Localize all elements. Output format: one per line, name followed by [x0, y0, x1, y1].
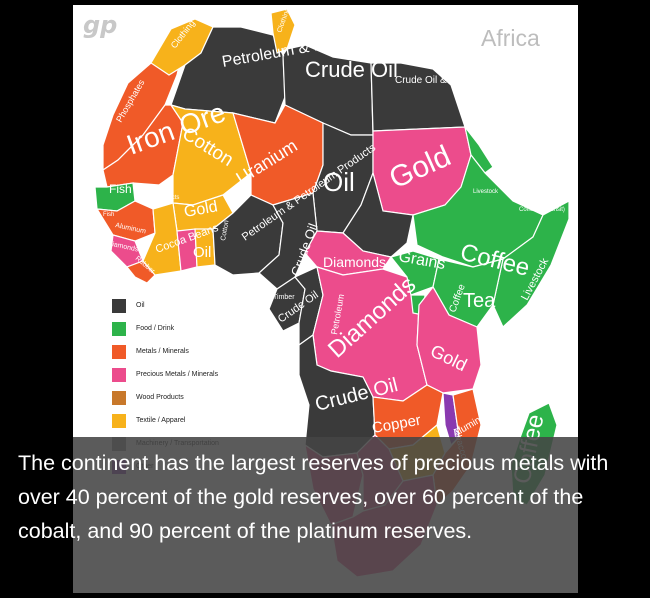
legend-label: Textile / Apparel [136, 417, 186, 424]
region-label-crude-oil-egypt: Crude Oil & Petroleum Products [395, 75, 537, 86]
region-ivory-coast [142, 202, 182, 276]
legend-label: Precious Metals / Minerals [136, 371, 219, 378]
legend-swatch [111, 320, 127, 337]
region-liberia [126, 260, 156, 284]
legend-label: Food / Drink [136, 325, 175, 332]
legend-item: Oil [111, 294, 219, 317]
region-eritrea [464, 126, 494, 174]
legend-label: Metals / Minerals [136, 348, 189, 355]
legend-label: Wood Products [136, 394, 184, 401]
legend-swatch [111, 366, 127, 383]
legend-swatch [111, 412, 127, 429]
region-somalia [492, 199, 570, 329]
legend-swatch [111, 343, 127, 360]
legend-item: Wood Products [111, 386, 219, 409]
legend-item: Textile / Apparel [111, 409, 219, 432]
africa-map-card: Clothing & TextilesClothing & TextilesPe… [73, 5, 578, 593]
legend-item: Food / Drink [111, 317, 219, 340]
region-label-diamonds-car: Diamonds [323, 254, 386, 270]
region-label-livestock: Livestock [473, 189, 499, 195]
region-label-oil-chad: Oil [323, 167, 355, 197]
region-label-peanut: Peanut Products [135, 195, 179, 201]
region-label-cotton-small: Cotton [220, 220, 230, 242]
region-label-coffee-small: Coffee (in transit) [519, 207, 565, 213]
region-label-fish2: Fish [103, 212, 114, 218]
legend-item: Precious Metals / Minerals [111, 363, 219, 386]
region-label-oil-w: Oil [193, 244, 211, 261]
legend-swatch [111, 389, 127, 406]
region-label-timber: Timber [273, 294, 295, 301]
caption-overlay [73, 437, 578, 593]
gp-logo: gp [83, 11, 118, 39]
africa-map: Clothing & TextilesClothing & TextilesPe… [94, 5, 570, 578]
map-title: Africa [481, 25, 540, 51]
legend-item: Metals / Minerals [111, 340, 219, 363]
region-tanzania [416, 285, 482, 394]
region-label-fish: Fish [109, 182, 132, 196]
region-label-gold-w: Gold [183, 198, 219, 221]
caption-text: The continent has the largest reserves o… [18, 451, 609, 543]
legend-label: Oil [136, 302, 145, 309]
region-label-crude-oil-libya: Crude Oil [305, 57, 398, 82]
legend-swatch [111, 297, 127, 314]
region-label-tea: Tea [463, 290, 496, 312]
